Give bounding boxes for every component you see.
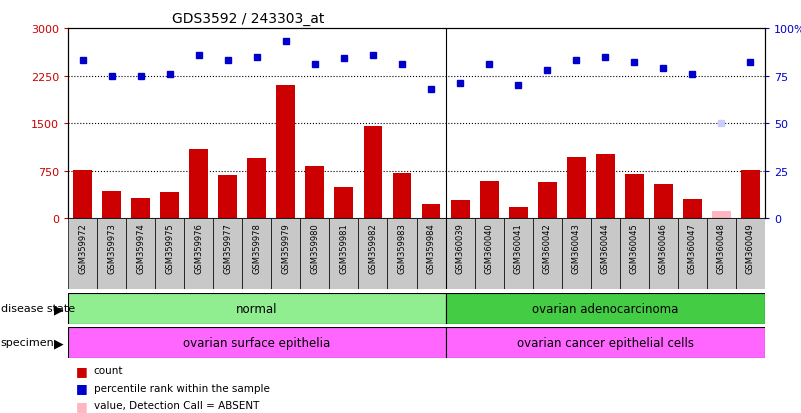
Bar <box>392 173 412 219</box>
Bar <box>68 327 445 358</box>
Text: GDS3592 / 243303_at: GDS3592 / 243303_at <box>172 12 324 26</box>
Text: GSM360047: GSM360047 <box>688 222 697 273</box>
Bar <box>335 187 353 219</box>
Bar <box>537 182 557 219</box>
Bar <box>388 219 417 289</box>
Bar <box>474 219 504 289</box>
Text: GSM360045: GSM360045 <box>630 222 638 273</box>
Bar <box>445 219 474 289</box>
Bar <box>741 171 760 219</box>
Bar <box>300 219 329 289</box>
Bar <box>155 219 184 289</box>
Text: GSM359972: GSM359972 <box>78 222 87 273</box>
Text: GSM359983: GSM359983 <box>397 222 406 273</box>
Bar <box>706 219 736 289</box>
Bar <box>131 199 150 219</box>
Bar <box>533 219 562 289</box>
Bar <box>242 219 272 289</box>
Text: GSM359976: GSM359976 <box>195 222 203 273</box>
Bar <box>184 219 213 289</box>
Bar <box>649 219 678 289</box>
Bar <box>305 167 324 219</box>
Bar <box>189 149 208 219</box>
Bar <box>68 219 97 289</box>
Text: GSM360043: GSM360043 <box>572 222 581 273</box>
Text: specimen: specimen <box>1 337 54 348</box>
Text: GSM359981: GSM359981 <box>340 222 348 273</box>
Bar <box>445 327 765 358</box>
Bar <box>596 154 614 219</box>
Bar <box>421 204 441 219</box>
Text: ■: ■ <box>76 364 88 377</box>
Text: GSM359975: GSM359975 <box>165 222 174 273</box>
Text: ovarian cancer epithelial cells: ovarian cancer epithelial cells <box>517 336 694 349</box>
Bar <box>213 219 242 289</box>
Bar <box>567 158 586 219</box>
Bar <box>509 207 528 219</box>
Text: GSM360041: GSM360041 <box>513 222 522 273</box>
Text: ovarian adenocarcinoma: ovarian adenocarcinoma <box>532 302 678 315</box>
Text: ▶: ▶ <box>54 336 64 349</box>
Text: GSM360049: GSM360049 <box>746 222 755 273</box>
Bar <box>712 211 731 219</box>
Text: count: count <box>94 366 123 375</box>
Bar <box>219 176 237 219</box>
Bar <box>504 219 533 289</box>
Text: GSM359973: GSM359973 <box>107 222 116 273</box>
Text: value, Detection Call = ABSENT: value, Detection Call = ABSENT <box>94 400 259 410</box>
Text: GSM360044: GSM360044 <box>601 222 610 273</box>
Text: GSM359978: GSM359978 <box>252 222 261 273</box>
Bar <box>654 184 673 219</box>
Bar <box>97 219 127 289</box>
Text: GSM360046: GSM360046 <box>659 222 668 273</box>
Text: GSM359980: GSM359980 <box>311 222 320 273</box>
Bar <box>329 219 359 289</box>
Bar <box>364 126 382 219</box>
Text: percentile rank within the sample: percentile rank within the sample <box>94 383 270 393</box>
Bar <box>736 219 765 289</box>
Bar <box>73 171 92 219</box>
Bar <box>417 219 445 289</box>
Text: GSM359982: GSM359982 <box>368 222 377 273</box>
Bar <box>272 219 300 289</box>
Bar <box>678 219 706 289</box>
Bar <box>103 192 121 219</box>
Bar <box>625 175 644 219</box>
Text: GSM360039: GSM360039 <box>456 222 465 273</box>
Bar <box>562 219 590 289</box>
Bar <box>68 293 445 324</box>
Bar <box>683 199 702 219</box>
Bar <box>451 201 469 219</box>
Text: GSM359974: GSM359974 <box>136 222 145 273</box>
Text: disease state: disease state <box>1 304 75 314</box>
Bar <box>127 219 155 289</box>
Bar <box>248 159 266 219</box>
Text: GSM359984: GSM359984 <box>427 222 436 273</box>
Text: ovarian surface epithelia: ovarian surface epithelia <box>183 336 331 349</box>
Bar <box>620 219 649 289</box>
Text: GSM360048: GSM360048 <box>717 222 726 273</box>
Bar <box>276 86 296 219</box>
Bar <box>480 182 498 219</box>
Text: GSM359979: GSM359979 <box>281 222 290 273</box>
Bar <box>160 193 179 219</box>
Text: ■: ■ <box>76 399 88 412</box>
Bar <box>359 219 388 289</box>
Text: GSM359977: GSM359977 <box>223 222 232 273</box>
Text: ■: ■ <box>76 381 88 394</box>
Text: ▶: ▶ <box>54 302 64 315</box>
Text: normal: normal <box>236 302 278 315</box>
Text: GSM360042: GSM360042 <box>543 222 552 273</box>
Bar <box>445 293 765 324</box>
Bar <box>590 219 620 289</box>
Text: GSM360040: GSM360040 <box>485 222 493 273</box>
